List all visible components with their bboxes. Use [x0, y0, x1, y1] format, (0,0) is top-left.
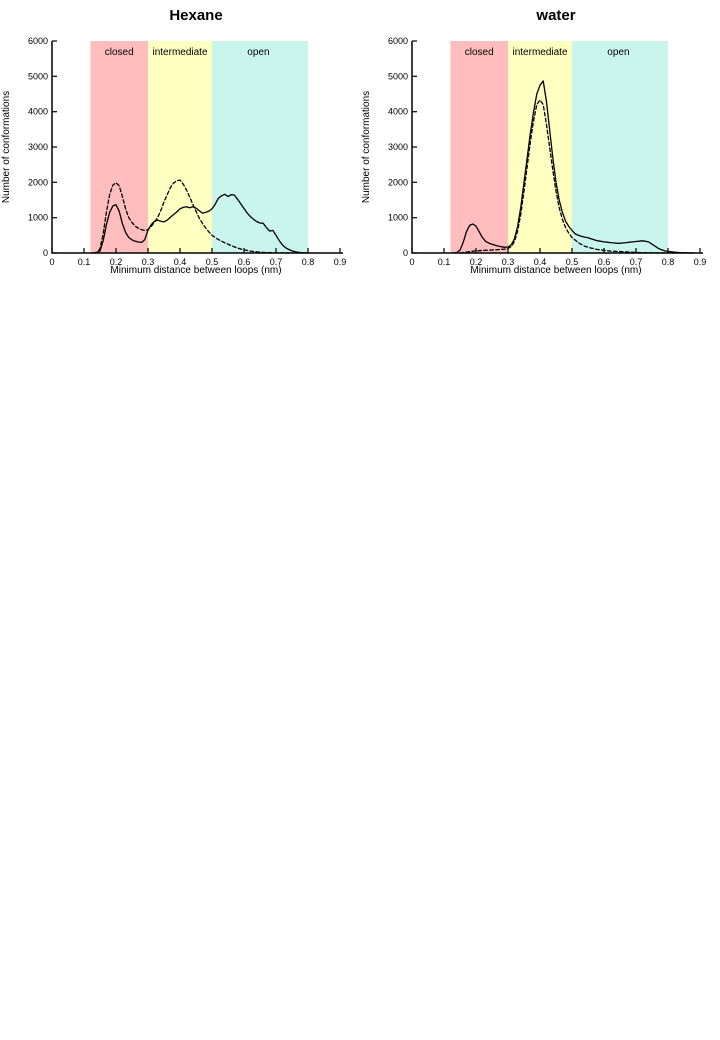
y-tick-label: 1000 [388, 213, 408, 223]
chart-water: water Number of conformations closed inte… [360, 0, 720, 300]
x-tick-label: 0.5 [206, 257, 219, 267]
x-tick-label: 0.2 [110, 257, 123, 267]
y-tick-label: 2000 [388, 177, 408, 187]
x-tick-label: 0.6 [598, 257, 611, 267]
plot-area-hexane: closed intermediate open 0 0.1 0.2 0.3 0.4 0.5 0.… [28, 36, 347, 267]
region-label-open: open [607, 47, 629, 58]
y-tick-label: 0 [43, 248, 48, 258]
x-tick-label: 0.3 [142, 257, 155, 267]
x-tick-label: 0 [49, 257, 54, 267]
y-tick-label: 1000 [28, 213, 48, 223]
x-tick-label: 0.9 [694, 257, 707, 267]
region-intermediate [148, 41, 212, 253]
region-closed [450, 41, 508, 253]
y-tick-label: 4000 [388, 107, 408, 117]
x-tick-label: 0.8 [302, 257, 315, 267]
series-dashed-line [459, 99, 669, 254]
region-label-closed: closed [105, 47, 134, 58]
chart-title-water: water [536, 7, 576, 24]
y-tick-label: 4000 [28, 107, 48, 117]
x-tick-label: 0.1 [78, 257, 91, 267]
x-tick-label: 0.9 [334, 257, 347, 267]
chart-title-hexane: Hexane [169, 7, 223, 24]
y-tick-label: 3000 [28, 142, 48, 152]
y-tick-label: 6000 [28, 36, 48, 46]
x-tick-label: 0.1 [438, 257, 451, 267]
x-tick-label: 0.2 [470, 257, 483, 267]
chart-hexane: Hexane Number of conformations closed int… [0, 0, 360, 300]
x-tick-label: 0.8 [662, 257, 675, 267]
plot-area-water: closed intermediate open 0 0.1 0.2 0.3 0.4 0.5 0.… [388, 36, 707, 267]
x-axis-label: Minimum distance between loops (nm) [470, 265, 642, 276]
y-tick-label: 5000 [388, 71, 408, 81]
series-solid-line [452, 80, 695, 254]
series-dashed-line [92, 179, 293, 254]
y-tick-label: 0 [403, 248, 408, 258]
x-tick-label: 0.4 [174, 257, 187, 267]
region-intermediate [508, 41, 572, 253]
y-tick-label: 2000 [28, 177, 48, 187]
x-axis-label: Minimum distance between loops (nm) [110, 265, 282, 276]
region-open [212, 41, 308, 253]
x-tick-label: 0.3 [502, 257, 515, 267]
series-solid-line [92, 193, 309, 254]
y-tick-label: 6000 [388, 36, 408, 46]
x-tick-label: 0.7 [270, 257, 283, 267]
region-closed [90, 41, 148, 253]
x-tick-label: 0.4 [534, 257, 547, 267]
x-tick-label: 0.7 [630, 257, 643, 267]
x-tick-label: 0.6 [238, 257, 251, 267]
y-tick-label: 3000 [388, 142, 408, 152]
y-tick-label: 5000 [28, 71, 48, 81]
region-label-closed: closed [465, 47, 494, 58]
x-tick-label: 0 [409, 257, 414, 267]
region-open [572, 41, 668, 253]
region-label-open: open [247, 47, 269, 58]
x-tick-label: 0.5 [566, 257, 579, 267]
region-label-intermediate: intermediate [512, 47, 567, 58]
region-label-intermediate: intermediate [152, 47, 207, 58]
